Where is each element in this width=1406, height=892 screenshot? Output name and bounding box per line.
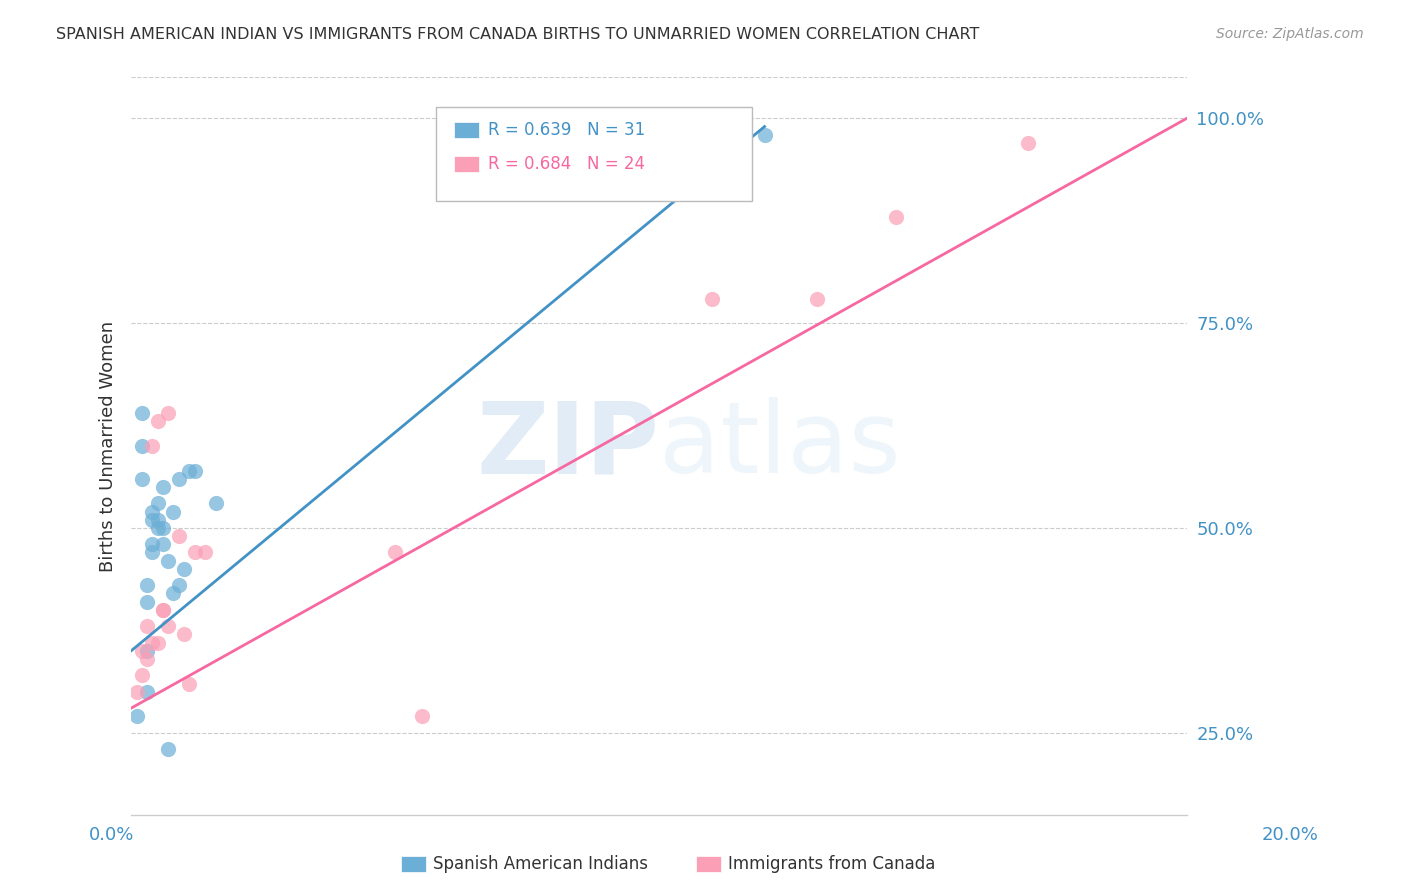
Point bbox=[685, 136, 707, 150]
Point bbox=[141, 537, 163, 551]
Point bbox=[700, 292, 723, 306]
Text: R = 0.684   N = 24: R = 0.684 N = 24 bbox=[488, 155, 645, 173]
Point bbox=[146, 414, 169, 428]
Text: 0.0%: 0.0% bbox=[89, 826, 134, 844]
Point bbox=[136, 619, 159, 633]
Point bbox=[141, 545, 163, 559]
Text: Spanish American Indians: Spanish American Indians bbox=[433, 855, 648, 873]
Point bbox=[136, 578, 159, 592]
Point bbox=[167, 529, 190, 543]
Point bbox=[179, 676, 201, 690]
Y-axis label: Births to Unmarried Women: Births to Unmarried Women bbox=[100, 320, 117, 572]
Point bbox=[125, 684, 148, 698]
Point bbox=[136, 652, 159, 666]
Point bbox=[183, 464, 205, 478]
Point bbox=[146, 496, 169, 510]
Point bbox=[183, 545, 205, 559]
Point bbox=[146, 635, 169, 649]
Point bbox=[146, 513, 169, 527]
Text: SPANISH AMERICAN INDIAN VS IMMIGRANTS FROM CANADA BIRTHS TO UNMARRIED WOMEN CORR: SPANISH AMERICAN INDIAN VS IMMIGRANTS FR… bbox=[56, 27, 980, 42]
Point bbox=[727, 128, 749, 142]
Point bbox=[167, 472, 190, 486]
Point bbox=[1017, 136, 1039, 150]
Point bbox=[136, 644, 159, 658]
Point bbox=[131, 439, 153, 453]
Point bbox=[141, 635, 163, 649]
Point bbox=[152, 603, 174, 617]
Point bbox=[125, 709, 148, 723]
Point bbox=[162, 586, 184, 600]
Point bbox=[411, 709, 433, 723]
Text: atlas: atlas bbox=[659, 398, 901, 494]
Point bbox=[131, 472, 153, 486]
Point bbox=[141, 504, 163, 518]
Text: 20.0%: 20.0% bbox=[1263, 826, 1319, 844]
Point bbox=[157, 619, 180, 633]
Text: Source: ZipAtlas.com: Source: ZipAtlas.com bbox=[1216, 27, 1364, 41]
Point bbox=[152, 521, 174, 535]
Point bbox=[886, 210, 908, 224]
Point bbox=[141, 513, 163, 527]
Point bbox=[141, 439, 163, 453]
Point bbox=[152, 603, 174, 617]
Point bbox=[204, 496, 226, 510]
Point bbox=[146, 521, 169, 535]
Point bbox=[136, 684, 159, 698]
Point bbox=[157, 742, 180, 756]
Point bbox=[162, 504, 184, 518]
Point bbox=[157, 406, 180, 420]
Point bbox=[152, 480, 174, 494]
Text: ZIP: ZIP bbox=[477, 398, 659, 494]
Point bbox=[179, 464, 201, 478]
Point bbox=[194, 545, 217, 559]
Point bbox=[131, 668, 153, 682]
Point bbox=[157, 554, 180, 568]
Point bbox=[136, 594, 159, 608]
Point bbox=[131, 406, 153, 420]
Point bbox=[152, 537, 174, 551]
Text: Immigrants from Canada: Immigrants from Canada bbox=[728, 855, 935, 873]
Point bbox=[167, 578, 190, 592]
Text: R = 0.639   N = 31: R = 0.639 N = 31 bbox=[488, 121, 645, 139]
Point bbox=[173, 627, 195, 641]
Point bbox=[173, 562, 195, 576]
Point bbox=[806, 292, 828, 306]
Point bbox=[754, 128, 776, 142]
Point bbox=[384, 545, 406, 559]
Point bbox=[131, 644, 153, 658]
